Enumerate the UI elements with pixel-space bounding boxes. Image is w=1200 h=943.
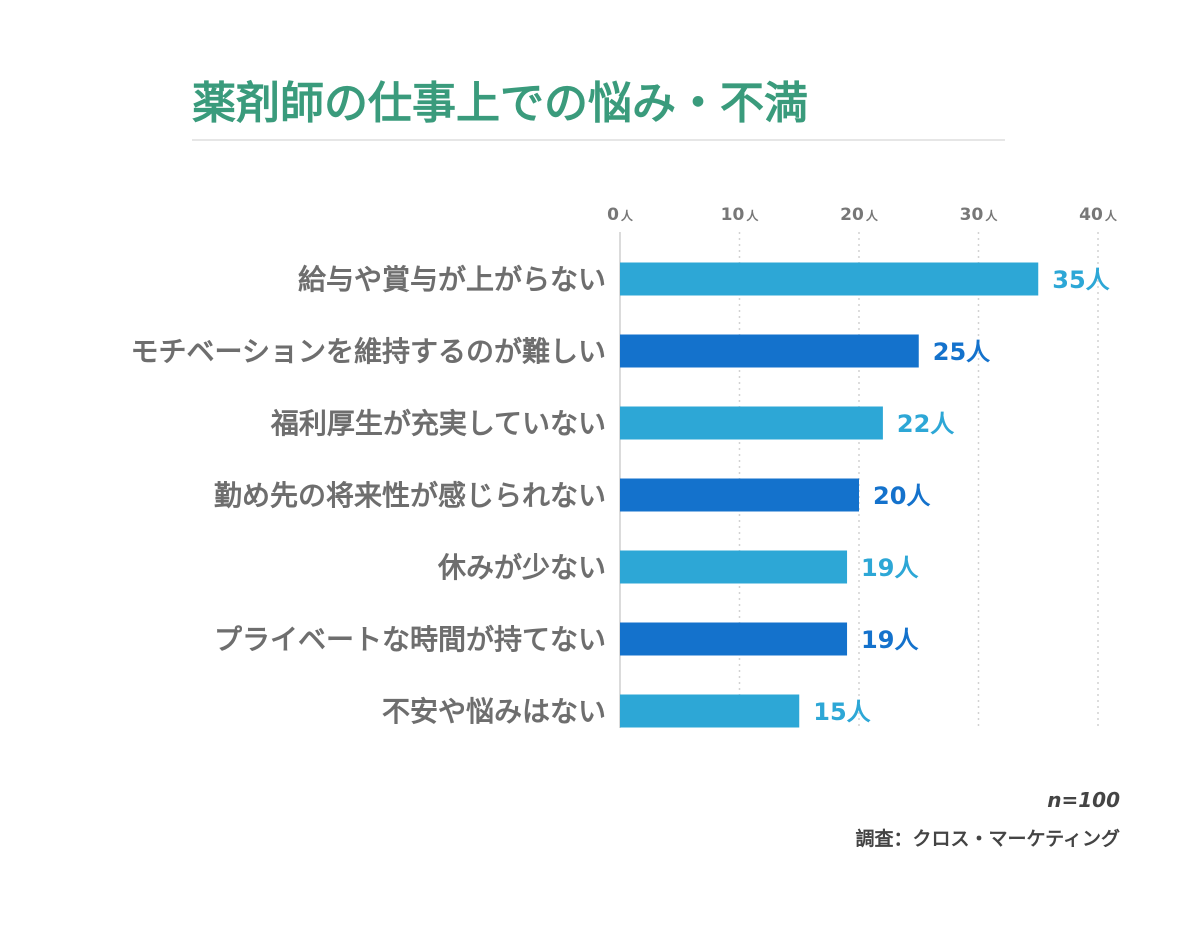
source-note: 調査：クロス・マーケティング — [855, 828, 1120, 850]
category-label: 給与や賞与が上がらない — [298, 263, 606, 296]
bar — [620, 550, 848, 584]
chart-title: 薬剤師の仕事上での悩み・不満 — [192, 78, 808, 129]
x-tick-label: 30 人 — [960, 205, 999, 225]
value-label: 20人 — [873, 482, 930, 510]
bar — [620, 262, 1039, 296]
category-label: プライベートな時間が持てない — [214, 623, 606, 656]
category-label: 勤め先の将来性が感じられない — [214, 479, 606, 512]
category-labels: 給与や賞与が上がらないモチベーションを維持するのが難しい福利厚生が充実していない… — [131, 263, 606, 728]
bar — [620, 406, 883, 440]
x-axis-ticks: 0 人 10 人 20 人 30 人 40 人 — [607, 205, 1118, 225]
category-label: 福利厚生が充実していない — [270, 407, 606, 440]
category-label: 不安や悩みはない — [382, 695, 606, 728]
bars — [620, 262, 1039, 728]
category-label: モチベーションを維持するのが難しい — [131, 335, 606, 368]
value-label: 15人 — [813, 698, 870, 726]
value-label: 19人 — [861, 626, 918, 654]
x-tick-label: 10 人 — [721, 205, 760, 225]
value-label: 19人 — [861, 554, 918, 582]
value-label: 25人 — [933, 338, 990, 366]
bar — [620, 694, 800, 728]
value-label: 22人 — [897, 410, 954, 438]
bar — [620, 622, 848, 656]
bar — [620, 478, 859, 512]
value-labels: 35人 25人 22人 20人 19人 19人 15人 — [813, 266, 1109, 726]
bar — [620, 334, 919, 368]
sample-size-note: n=100 — [1047, 788, 1120, 812]
category-label: 休みが少ない — [437, 551, 606, 584]
x-tick-label: 40 人 — [1079, 205, 1118, 225]
x-tick-label: 20 人 — [840, 205, 879, 225]
value-label: 35人 — [1052, 266, 1109, 294]
